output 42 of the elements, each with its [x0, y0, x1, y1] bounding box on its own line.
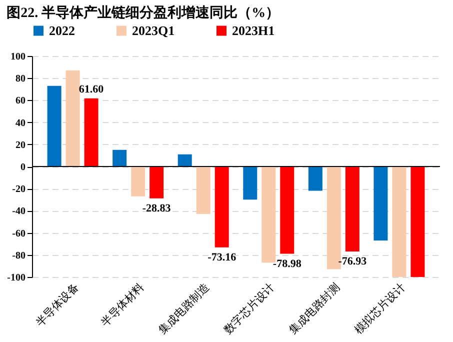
y-tick-label: 100 [10, 52, 26, 62]
bar [112, 150, 127, 166]
x-tick-label: 半导体设备 [33, 280, 82, 329]
legend-label: 2023Q1 [132, 22, 175, 38]
data-label: -76.93 [338, 256, 368, 268]
bar [345, 166, 360, 252]
data-label: -28.83 [142, 202, 172, 214]
y-tick-label: -80 [12, 250, 26, 262]
bar [392, 166, 406, 277]
bar [66, 70, 80, 166]
y-tick-label: -60 [12, 228, 26, 240]
x-tick-label: 模拟芯片设计 [352, 280, 408, 337]
bar [410, 166, 425, 277]
y-tick-label: 20 [16, 140, 26, 151]
y-tick-label: -100 [7, 272, 26, 284]
legend-label: 2022 [49, 22, 75, 38]
bar [150, 166, 164, 198]
data-label: -78.98 [272, 258, 302, 270]
data-label: -73.16 [208, 251, 237, 264]
y-tick-label: 40 [16, 118, 26, 129]
bar [243, 166, 258, 200]
legend-label: 2023H1 [232, 22, 275, 38]
y-tick-label: -40 [12, 206, 26, 218]
bar [131, 166, 146, 196]
x-tick-label: 集成电路制造 [156, 280, 212, 337]
chart-title: 图22. 半导体产业链细分盈利增速同比（%） [6, 4, 280, 21]
bar [84, 98, 98, 166]
x-tick-label: 数字芯片设计 [221, 280, 278, 337]
y-tick-label: 0 [20, 162, 26, 173]
bar [214, 166, 229, 248]
data-label: 61.60 [78, 83, 104, 96]
x-tick-label: 半导体材料 [98, 280, 147, 329]
bar [178, 154, 192, 166]
y-tick-label: 60 [16, 96, 26, 107]
bar [196, 166, 210, 214]
x-tick-label: 集成电路封测 [286, 280, 342, 337]
y-tick-label: -20 [12, 184, 26, 196]
bar [280, 166, 294, 254]
bar [374, 166, 388, 241]
y-tick-label: 80 [16, 74, 26, 85]
bar [47, 86, 62, 166]
bar [308, 166, 322, 191]
